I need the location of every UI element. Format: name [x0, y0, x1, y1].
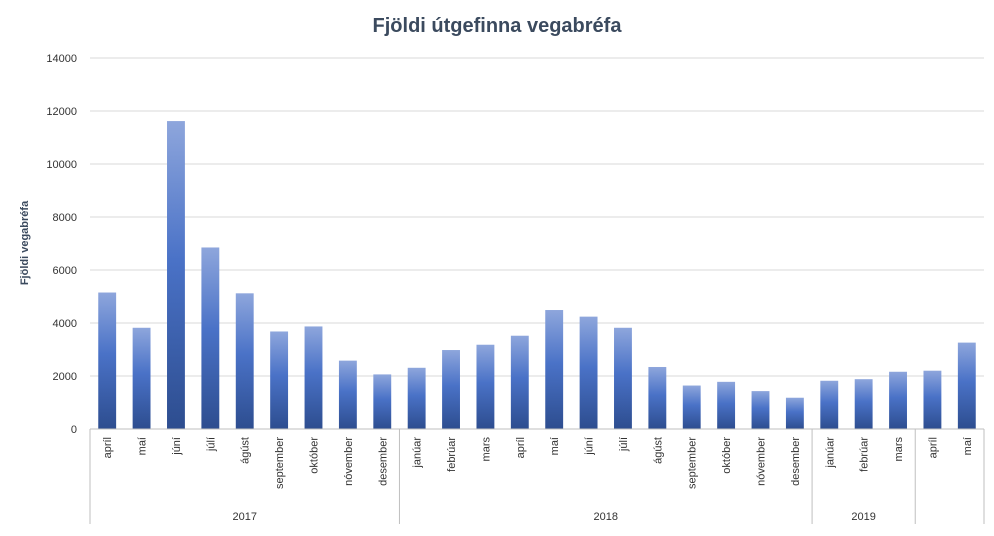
x-tick-label: maí — [549, 437, 561, 455]
year-label: 2017 — [232, 511, 256, 523]
x-tick-label: febrúar — [859, 437, 871, 472]
y-tick-label: 10000 — [46, 159, 77, 171]
x-tick-label: júlí — [618, 437, 630, 452]
bar — [648, 366, 667, 429]
year-label: 2018 — [594, 511, 618, 523]
x-tick-label: mars — [893, 437, 905, 462]
bar — [304, 326, 323, 429]
bar — [785, 397, 804, 429]
y-axis-label: Fjöldi vegabréfa — [19, 200, 31, 285]
x-tick-label: febrúar — [446, 437, 458, 472]
gridlines — [90, 57, 984, 377]
y-tick-label: 8000 — [53, 212, 77, 224]
bar — [201, 247, 220, 429]
x-tick-label: júní — [584, 437, 596, 456]
y-tick-label: 14000 — [46, 53, 77, 65]
year-label: 2019 — [851, 511, 875, 523]
x-tick-label: nóvember — [343, 437, 355, 486]
x-tick-label: október — [309, 437, 321, 474]
x-tick-label: mars — [480, 437, 492, 462]
bar — [338, 360, 357, 429]
y-tick-label: 12000 — [46, 106, 77, 118]
bar — [923, 370, 942, 429]
bar — [614, 327, 632, 429]
y-tick-label: 2000 — [53, 371, 77, 383]
x-tick-label: desember — [377, 437, 389, 486]
x-tick-label: júní — [171, 437, 183, 456]
bar — [889, 371, 907, 429]
chart-title: Fjöldi útgefinna vegabréfa — [373, 15, 623, 37]
bar — [407, 367, 426, 429]
x-tick-label: september — [687, 437, 699, 489]
x-tick-label: janúar — [412, 437, 424, 469]
bar — [235, 293, 254, 429]
x-tick-label: desember — [790, 437, 802, 486]
bar — [545, 310, 564, 429]
bar — [98, 292, 117, 429]
x-tick-label: apríl — [102, 437, 114, 458]
x-tick-label: ágúst — [652, 437, 664, 464]
x-tick-label: maí — [962, 437, 974, 455]
bar — [442, 350, 460, 429]
bar — [717, 381, 736, 429]
bar — [373, 374, 392, 429]
x-tick-label: ágúst — [240, 437, 252, 464]
x-tick-label: júlí — [205, 437, 217, 452]
bar — [270, 331, 289, 429]
x-axis: apríl maí júní júlí ágúst september október nóv… — [89, 428, 985, 524]
x-tick-label: janúar — [824, 437, 836, 469]
x-tick-label: maí — [137, 437, 149, 455]
x-tick-label: apríl — [927, 437, 939, 458]
y-tick-label: 4000 — [53, 318, 77, 330]
bar — [167, 121, 185, 429]
x-tick-label: september — [274, 437, 286, 489]
bar — [820, 380, 839, 429]
bar — [751, 391, 770, 429]
bar — [682, 385, 701, 429]
y-tick-label: 6000 — [53, 265, 77, 277]
bars — [98, 121, 976, 429]
x-tick-label: október — [721, 437, 733, 474]
x-tick-label: nóvember — [756, 437, 768, 486]
bar — [476, 344, 495, 429]
y-axis-ticks: 0 2000 4000 6000 8000 10000 12000 14000 — [46, 53, 77, 436]
y-tick-label: 0 — [71, 424, 77, 436]
bar — [579, 316, 598, 429]
bar — [854, 379, 873, 429]
bar — [132, 327, 151, 429]
bar — [957, 342, 976, 429]
x-tick-label: apríl — [515, 437, 527, 458]
bar — [510, 335, 529, 429]
